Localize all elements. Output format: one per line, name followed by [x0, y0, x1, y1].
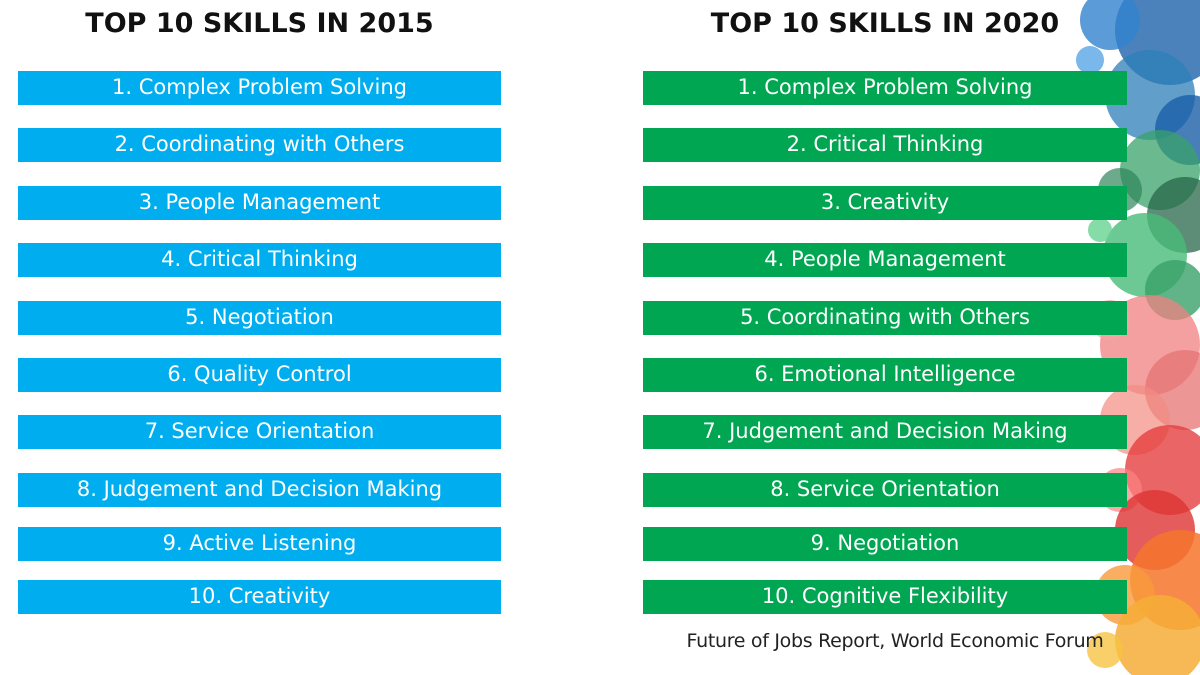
- skill-2015-item: 8. Judgement and Decision Making: [18, 473, 501, 507]
- skill-2020-item: 4. People Management: [643, 243, 1127, 277]
- skill-2020-item: 2. Critical Thinking: [643, 128, 1127, 162]
- skills-2015-heading: TOP 10 SKILLS IN 2015: [85, 8, 434, 39]
- skill-2020-item: 3. Creativity: [643, 186, 1127, 220]
- skill-2015-item: 10. Creativity: [18, 580, 501, 614]
- skill-2015-item: 7. Service Orientation: [18, 415, 501, 449]
- skill-2020-item: 5. Coordinating with Others: [643, 301, 1127, 335]
- skills-2020-heading: TOP 10 SKILLS IN 2020: [710, 8, 1060, 39]
- skill-2020-item: 6. Emotional Intelligence: [643, 358, 1127, 392]
- skill-2020-item: 7. Judgement and Decision Making: [643, 415, 1127, 449]
- skills-2015-column: TOP 10 SKILLS IN 2015 1. Complex Problem…: [18, 0, 501, 620]
- skills-2020-column: TOP 10 SKILLS IN 2020 1. Complex Problem…: [643, 0, 1127, 620]
- skill-2015-item: 6. Quality Control: [18, 358, 501, 392]
- skill-2015-item: 3. People Management: [18, 186, 501, 220]
- skill-2020-item: 9. Negotiation: [643, 527, 1127, 561]
- skill-2020-item: 1. Complex Problem Solving: [643, 71, 1127, 105]
- skill-2015-item: 2. Coordinating with Others: [18, 128, 501, 162]
- skill-2020-item: 8. Service Orientation: [643, 473, 1127, 507]
- skill-2015-item: 4. Critical Thinking: [18, 243, 501, 277]
- skill-2020-item: 10. Cognitive Flexibility: [643, 580, 1127, 614]
- skill-2015-item: 1. Complex Problem Solving: [18, 71, 501, 105]
- skill-2015-item: 5. Negotiation: [18, 301, 501, 335]
- source-credit: Future of Jobs Report, World Economic Fo…: [686, 630, 1104, 652]
- skill-2015-item: 9. Active Listening: [18, 527, 501, 561]
